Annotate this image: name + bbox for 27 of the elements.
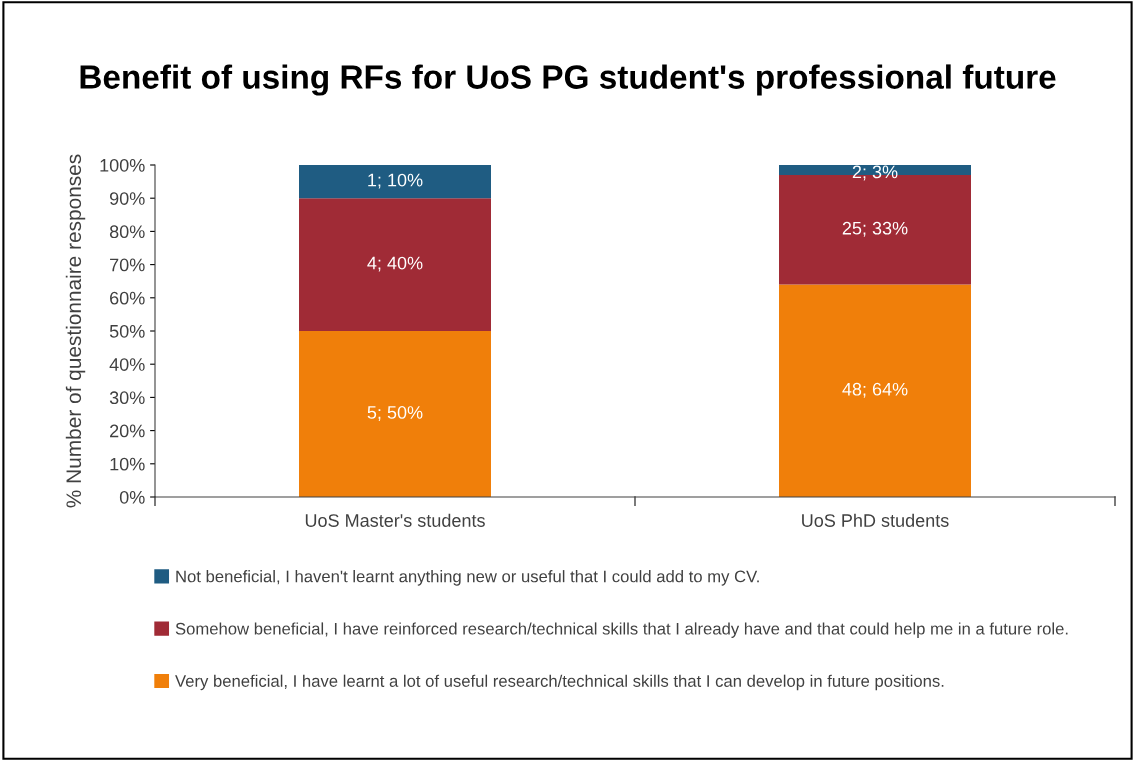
y-tick-label: 90% bbox=[109, 192, 145, 205]
y-tick-label: 40% bbox=[109, 358, 145, 371]
y-tick-label: 10% bbox=[110, 457, 145, 471]
y-tick-label: 100% bbox=[100, 158, 145, 172]
data-label: 48; 64% bbox=[842, 382, 908, 398]
bar bbox=[299, 198, 491, 331]
x-tick-label: UoS PhD students bbox=[802, 513, 949, 527]
y-tick-label: 60% bbox=[110, 291, 145, 305]
legend-label: Very beneficial, I have learnt a lot of useful research/technical skills that I can develop in future positions. bbox=[175, 674, 944, 691]
x-tick-label: UoS Master's students bbox=[305, 513, 485, 527]
bar bbox=[299, 165, 491, 199]
data-label: 1; 10% bbox=[368, 173, 423, 189]
data-label: 4; 40% bbox=[367, 256, 423, 272]
data-label: 5; 50% bbox=[367, 406, 423, 421]
data-label: 25; 33% bbox=[842, 221, 908, 237]
y-tick-label: 50% bbox=[109, 324, 145, 338]
y-tick-label: 70% bbox=[110, 258, 145, 272]
y-tick-label: 30% bbox=[109, 391, 145, 405]
bar bbox=[779, 284, 971, 497]
legend-label: Somehow beneficial, I have reinforced research/technical skills that I already have and that could help me in a future role. bbox=[175, 622, 1068, 638]
y-axis-title: % Number of questionnaire responses bbox=[65, 154, 86, 508]
y-tick-label: 20% bbox=[110, 424, 145, 438]
bar bbox=[299, 331, 491, 497]
chart-title: Benefit of using RFs for UoS PG student's professional future bbox=[80, 64, 1056, 96]
legend-label: Not beneficial, I haven't learnt anything new or useful that I could add to my CV. bbox=[176, 570, 759, 586]
y-tick-label: 80% bbox=[109, 225, 145, 239]
y-tick-label: 0% bbox=[119, 490, 145, 504]
